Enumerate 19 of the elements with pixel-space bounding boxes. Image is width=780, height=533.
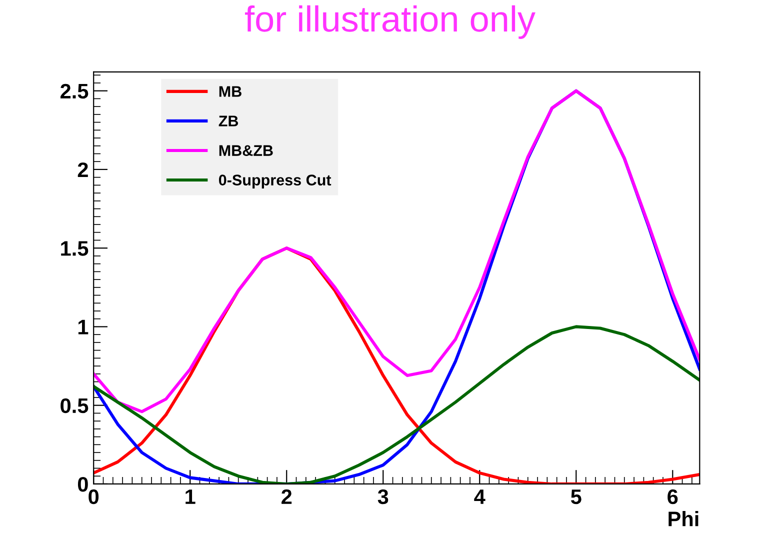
y-tick-label: 2.5: [60, 84, 88, 99]
x-tick-label: 0: [88, 489, 99, 504]
legend-label: MB: [219, 86, 242, 97]
x-tick-label: 1: [186, 490, 196, 504]
y-tick-label: 1: [78, 320, 88, 334]
x-tick-label: 6: [668, 489, 678, 504]
y-tick-label: 1.5: [61, 241, 88, 256]
x-tick-label: 3: [378, 489, 388, 504]
legend-label: MB&ZB: [219, 145, 273, 156]
legend-label: ZB: [218, 116, 238, 126]
legend-label: 0-Suppress Cut: [218, 174, 332, 189]
y-tick-label: 2: [78, 162, 88, 177]
x-tick-label: 5: [570, 490, 582, 504]
y-tick-label: 0: [78, 476, 88, 492]
y-tick-label: 0.5: [60, 398, 88, 414]
x-tick-label: 4: [474, 490, 486, 504]
chart-title: for illustration only: [245, 5, 536, 39]
x-axis-title: Phi: [668, 511, 698, 526]
x-tick-label: 2: [282, 489, 292, 504]
